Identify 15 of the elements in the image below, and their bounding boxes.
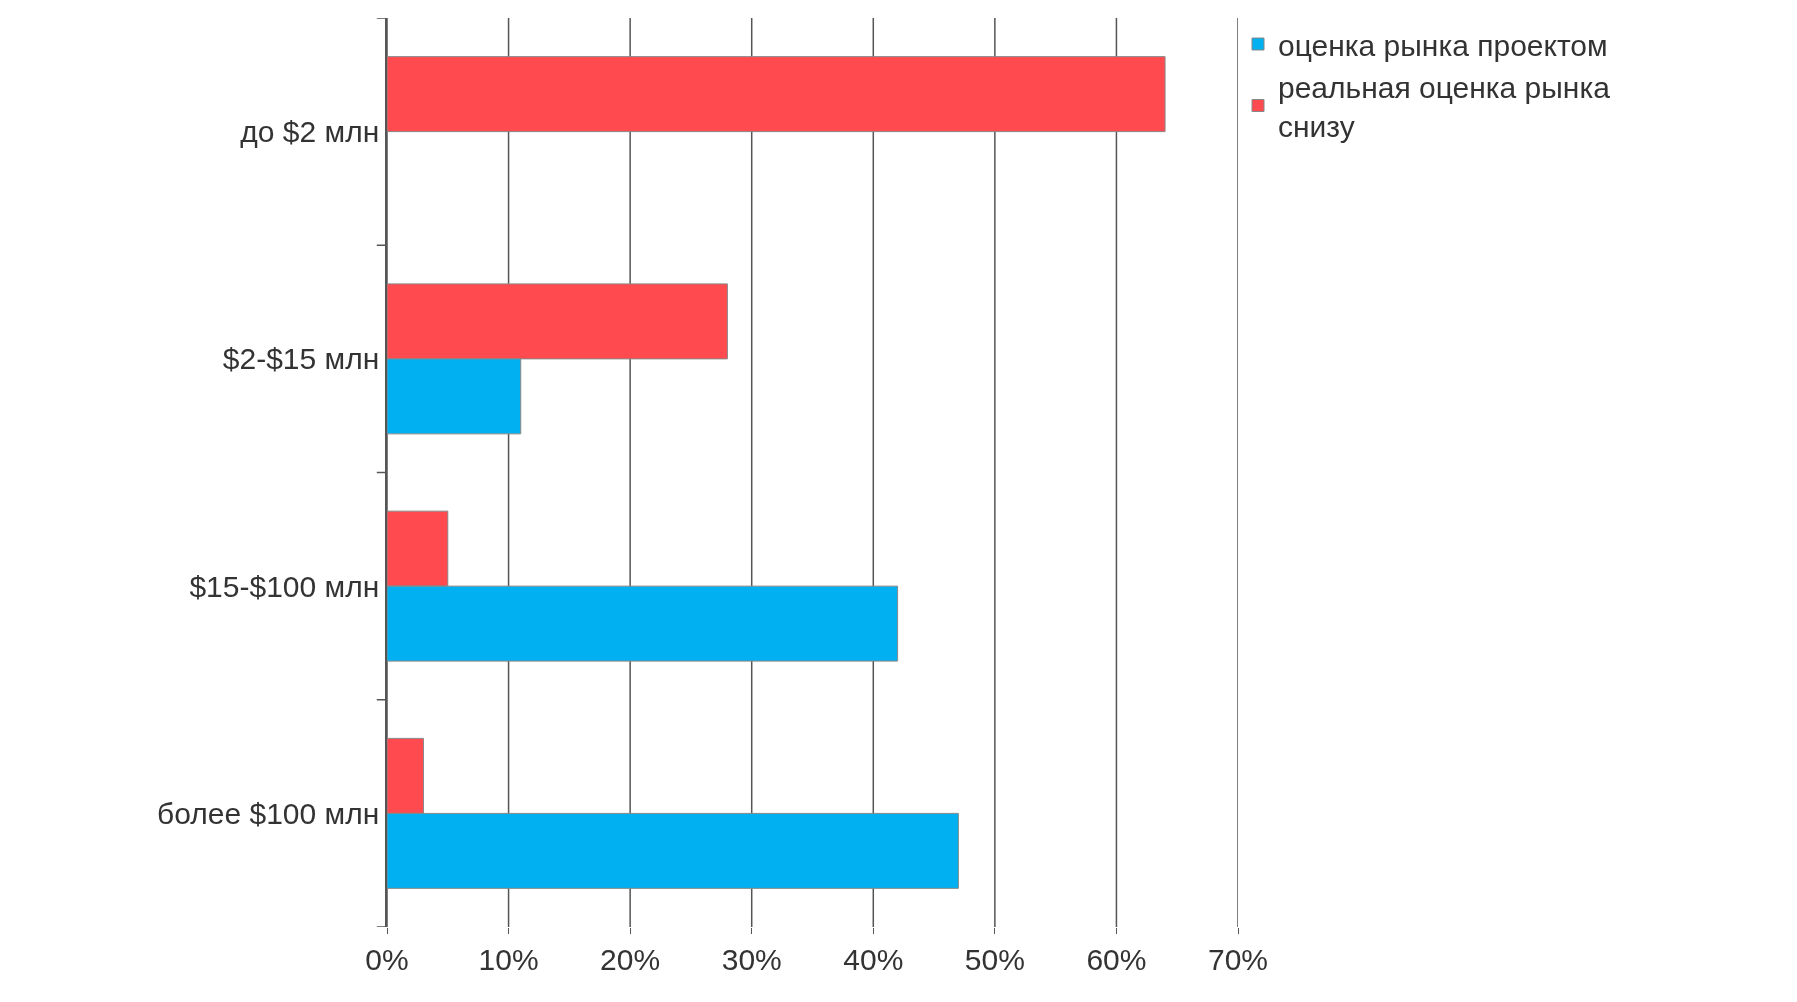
x-tick-label: 10% [478, 943, 539, 976]
legend-label: реальная оценка рынка снизу [1278, 70, 1611, 143]
legend-label: оценка рынка проектом [1278, 28, 1608, 62]
y-tick-label: $15-$100 млн [189, 569, 380, 603]
x-tick-label: 40% [843, 943, 904, 976]
x-tick-label: 20% [600, 943, 661, 976]
bar [387, 56, 1166, 133]
x-tick-label: 70% [1207, 943, 1269, 976]
x-tick-label: 30% [721, 943, 782, 976]
x-tick-label: 60% [1086, 943, 1147, 976]
x-tick-label: 0% [365, 943, 409, 976]
x-tick-label: 50% [964, 943, 1025, 976]
y-tick-label: до $2 млн [240, 115, 380, 149]
y-tick-label: $2-$15 млн [222, 342, 380, 376]
y-tick-label: более $100 млн [157, 796, 380, 830]
